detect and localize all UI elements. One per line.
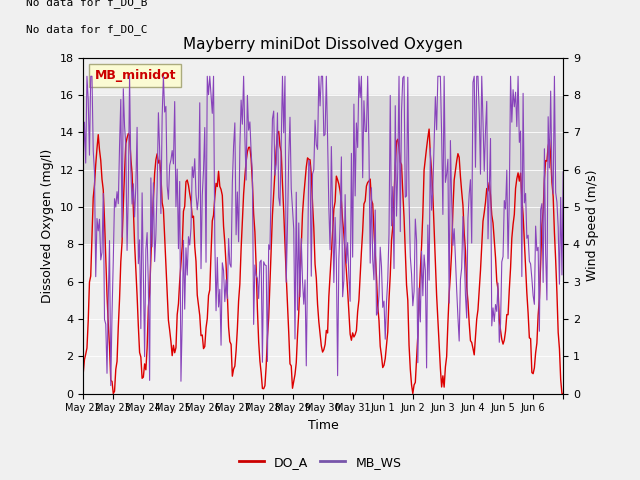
Title: Mayberry miniDot Dissolved Oxygen: Mayberry miniDot Dissolved Oxygen xyxy=(183,37,463,52)
Text: No data for f_DO_B: No data for f_DO_B xyxy=(26,0,147,8)
Y-axis label: Wind Speed (m/s): Wind Speed (m/s) xyxy=(586,170,598,281)
X-axis label: Time: Time xyxy=(308,419,339,432)
Text: No data for f_DO_C: No data for f_DO_C xyxy=(26,24,147,35)
Y-axis label: Dissolved Oxygen (mg/l): Dissolved Oxygen (mg/l) xyxy=(41,148,54,303)
Legend: DO_A, MB_WS: DO_A, MB_WS xyxy=(234,451,406,474)
Legend: MB_minidot: MB_minidot xyxy=(90,64,181,87)
Bar xyxy=(83,95,563,244)
